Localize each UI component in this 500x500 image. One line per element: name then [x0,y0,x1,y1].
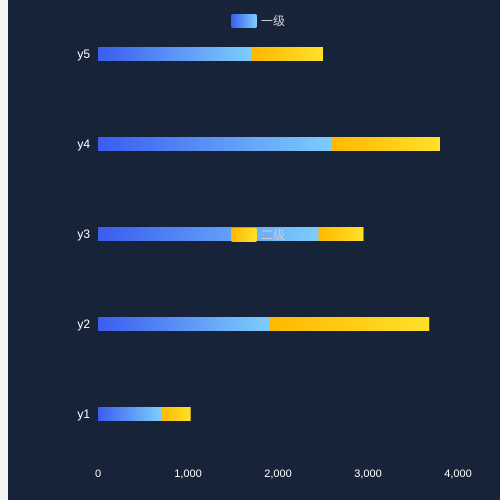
bar-y4-series-1[interactable] [98,137,332,151]
x-tick-label: 0 [95,468,101,480]
bar-y2-series-2[interactable] [269,317,430,331]
category-labels: y1 y2 y3 y4 y5 [77,47,90,421]
legend-swatch-2[interactable] [231,228,257,242]
legend-label-1[interactable]: 一级 [261,14,285,28]
category-label-y1: y1 [77,407,90,421]
x-axis-ticks: 0 1,000 2,000 3,000 4,000 [95,468,472,480]
bar-y1-series-2[interactable] [161,407,191,421]
legend-label-2[interactable]: 二级 [261,228,285,242]
bars [98,47,440,421]
bar-y3-series-1[interactable] [98,227,319,241]
legend-swatch-1[interactable] [231,14,257,28]
category-label-y3: y3 [77,227,90,241]
x-tick-label: 2,000 [264,468,292,480]
bar-y3-series-2[interactable] [318,227,364,241]
category-label-y5: y5 [77,47,90,61]
bar-y5-series-1[interactable] [98,47,251,61]
category-label-y4: y4 [77,137,90,151]
x-tick-label: 4,000 [444,468,472,480]
x-tick-label: 3,000 [354,468,382,480]
bar-y5-series-2[interactable] [251,47,323,61]
bar-y2-series-1[interactable] [98,317,269,331]
x-tick-label: 1,000 [174,468,202,480]
category-label-y2: y2 [77,317,90,331]
bar-y4-series-2[interactable] [332,137,440,151]
chart-panel: y1 y2 y3 y4 y5 0 1,000 2,000 3,000 4,000 一级二级 [8,0,500,500]
bar-y1-series-1[interactable] [98,407,161,421]
